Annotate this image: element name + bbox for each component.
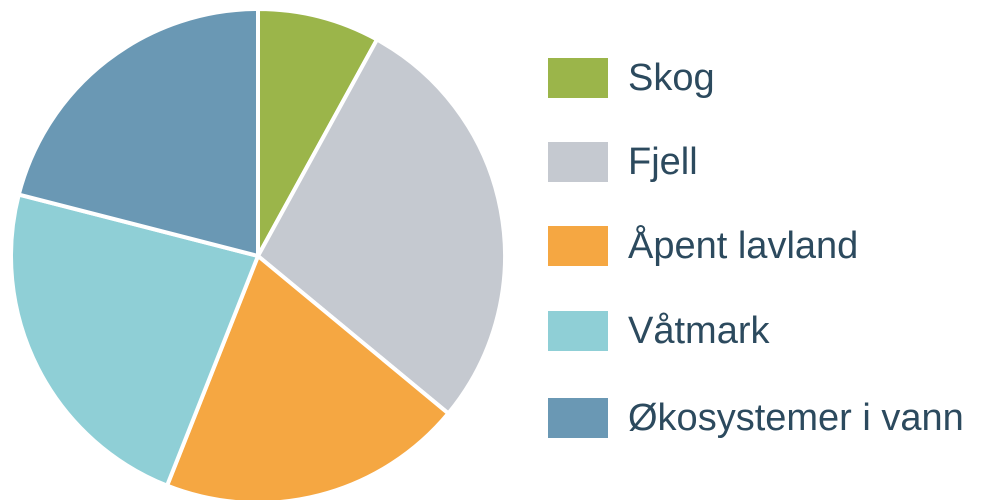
legend-swatch <box>548 311 608 351</box>
legend-swatch <box>548 398 608 438</box>
pie-slice <box>256 37 507 416</box>
pie-slice <box>9 192 260 488</box>
legend-label: Skog <box>628 57 715 99</box>
legend-label: Våtmark <box>628 310 770 352</box>
legend-swatch <box>548 142 608 182</box>
legend-label: Fjell <box>628 141 698 183</box>
legend-label: Åpent lavland <box>628 223 858 267</box>
legend-swatch <box>548 226 608 266</box>
legend-label: Økosystemer i vann <box>628 397 964 439</box>
legend-swatch <box>548 58 608 98</box>
pie-slice <box>256 7 379 258</box>
pie-slice <box>16 7 260 258</box>
pie-slice <box>165 254 451 500</box>
